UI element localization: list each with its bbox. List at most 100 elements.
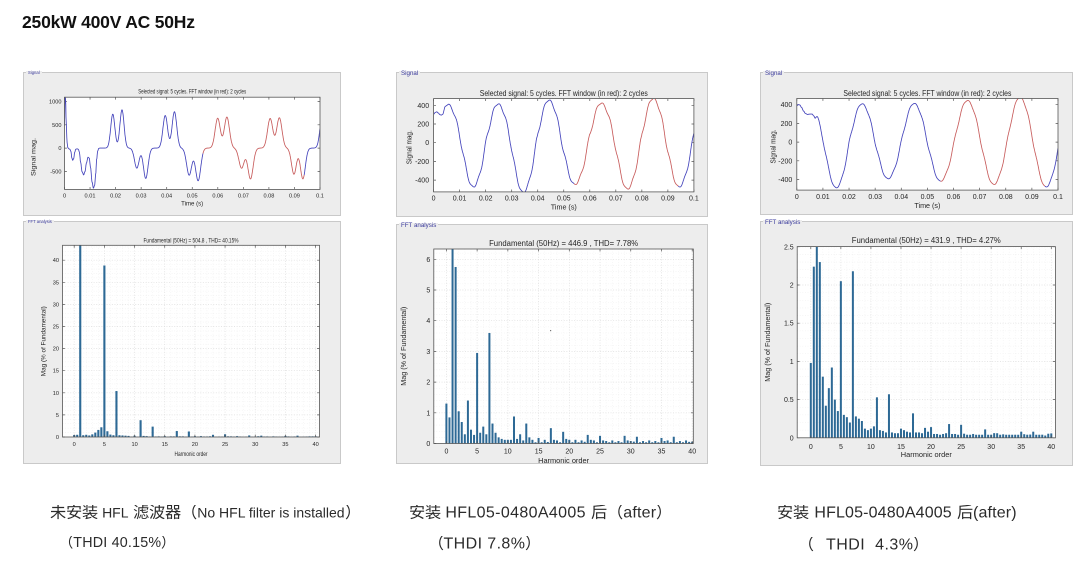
svg-text:0.04: 0.04 [894,194,908,201]
svg-text:15: 15 [897,444,905,451]
svg-text:-400: -400 [778,177,792,184]
svg-text:0.08: 0.08 [263,194,274,200]
svg-text:30: 30 [252,442,258,448]
svg-text:10: 10 [131,442,137,448]
svg-text:Harmonic order: Harmonic order [538,456,590,465]
svg-text:5: 5 [103,442,106,448]
svg-text:0.06: 0.06 [212,194,223,200]
svg-text:Mag (% of Fundamental): Mag (% of Fundamental) [399,307,408,386]
svg-text:10: 10 [53,391,59,397]
svg-text:10: 10 [867,444,875,451]
svg-text:0.08: 0.08 [999,194,1013,201]
svg-text:40: 40 [312,442,318,448]
svg-text:400: 400 [781,102,793,109]
svg-text:0.1: 0.1 [1053,194,1063,201]
svg-text:0.01: 0.01 [453,196,467,203]
svg-text:0: 0 [432,196,436,203]
svg-text:Selected signal: 5 cycles. FFT: Selected signal: 5 cycles. FFT window (i… [138,89,246,96]
svg-text:Mag (% of Fundamental): Mag (% of Fundamental) [763,303,772,382]
svg-text:0.07: 0.07 [238,194,249,200]
svg-text:0.02: 0.02 [842,194,856,201]
svg-text:0.08: 0.08 [635,196,649,203]
svg-text:0: 0 [426,441,430,448]
svg-text:35: 35 [1017,444,1025,451]
svg-text:Fundamental (50Hz) = 446.9 , T: Fundamental (50Hz) = 446.9 , THD= 7.78% [489,239,638,248]
svg-text:Selected signal: 5 cycles. FFT: Selected signal: 5 cycles. FFT window (i… [843,89,1011,98]
svg-text:40: 40 [1047,444,1055,451]
svg-text:2: 2 [426,380,430,387]
svg-text:4: 4 [426,318,430,325]
svg-text:0.03: 0.03 [505,196,519,203]
svg-text:0.03: 0.03 [136,194,147,200]
svg-text:20: 20 [53,347,59,353]
svg-text:1: 1 [426,410,430,417]
svg-text:0.09: 0.09 [1025,194,1039,201]
svg-text:1.5: 1.5 [784,321,794,328]
svg-text:0: 0 [73,442,76,448]
svg-text:35: 35 [282,442,288,448]
svg-text:35: 35 [658,449,666,456]
svg-text:Harmonic order: Harmonic order [175,452,208,458]
svg-text:Signal mag.: Signal mag. [405,130,414,164]
svg-text:5: 5 [839,444,843,451]
svg-text:25: 25 [222,442,228,448]
svg-text:0.05: 0.05 [921,194,935,201]
svg-text:0: 0 [809,444,813,451]
svg-text:500: 500 [52,123,61,129]
svg-text:Signal mag.: Signal mag. [32,138,38,176]
svg-text:30: 30 [987,444,995,451]
svg-text:25: 25 [957,444,965,451]
svg-text:0: 0 [788,140,792,147]
svg-text:30: 30 [627,449,635,456]
svg-text:0: 0 [795,194,799,201]
svg-text:-400: -400 [415,178,429,185]
svg-text:0: 0 [58,146,61,152]
svg-text:15: 15 [53,369,59,375]
svg-text:15: 15 [535,449,543,456]
svg-text:3: 3 [426,349,430,356]
svg-text:0.05: 0.05 [187,194,198,200]
svg-text:0.03: 0.03 [868,194,882,201]
svg-text:400: 400 [417,103,429,110]
svg-text:2.5: 2.5 [784,244,794,251]
svg-text:-200: -200 [778,158,792,165]
svg-text:0.04: 0.04 [531,196,545,203]
svg-text:40: 40 [688,449,696,456]
svg-text:10: 10 [504,449,512,456]
svg-text:0.1: 0.1 [316,194,324,200]
svg-text:0.07: 0.07 [609,196,623,203]
svg-text:35: 35 [53,280,59,286]
svg-text:5: 5 [56,413,59,419]
svg-text:Fundamental (50Hz) = 504.8 , T: Fundamental (50Hz) = 504.8 , THD= 40.15% [144,238,239,245]
svg-text:0.06: 0.06 [947,194,961,201]
svg-text:5: 5 [426,288,430,295]
svg-text:0.05: 0.05 [557,196,571,203]
svg-text:6: 6 [426,257,430,264]
svg-text:0.09: 0.09 [289,194,300,200]
svg-text:0: 0 [56,435,59,441]
svg-text:2: 2 [790,283,794,290]
svg-text:0: 0 [425,140,429,147]
svg-text:Harmonic order: Harmonic order [901,450,953,459]
svg-text:0.02: 0.02 [110,194,121,200]
svg-text:1: 1 [790,359,794,366]
svg-text:0.02: 0.02 [479,196,493,203]
svg-text:40: 40 [53,258,59,264]
svg-text:0: 0 [790,435,794,442]
svg-text:15: 15 [162,442,168,448]
svg-text:Time (s): Time (s) [914,201,940,210]
svg-text:20: 20 [192,442,198,448]
svg-text:0.1: 0.1 [689,196,699,203]
svg-text:0: 0 [444,449,448,456]
svg-text:25: 25 [53,325,59,331]
svg-text:0.06: 0.06 [583,196,597,203]
svg-text:30: 30 [53,302,59,308]
svg-text:0.04: 0.04 [161,194,172,200]
svg-text:Selected signal: 5 cycles. FFT: Selected signal: 5 cycles. FFT window (i… [480,89,648,98]
svg-text:20: 20 [927,444,935,451]
svg-text:0.07: 0.07 [973,194,987,201]
svg-text:200: 200 [417,122,429,129]
svg-text:0.01: 0.01 [85,194,96,200]
svg-text:5: 5 [475,449,479,456]
svg-text:Fundamental (50Hz) = 431.9 , T: Fundamental (50Hz) = 431.9 , THD= 4.27% [852,236,1001,245]
